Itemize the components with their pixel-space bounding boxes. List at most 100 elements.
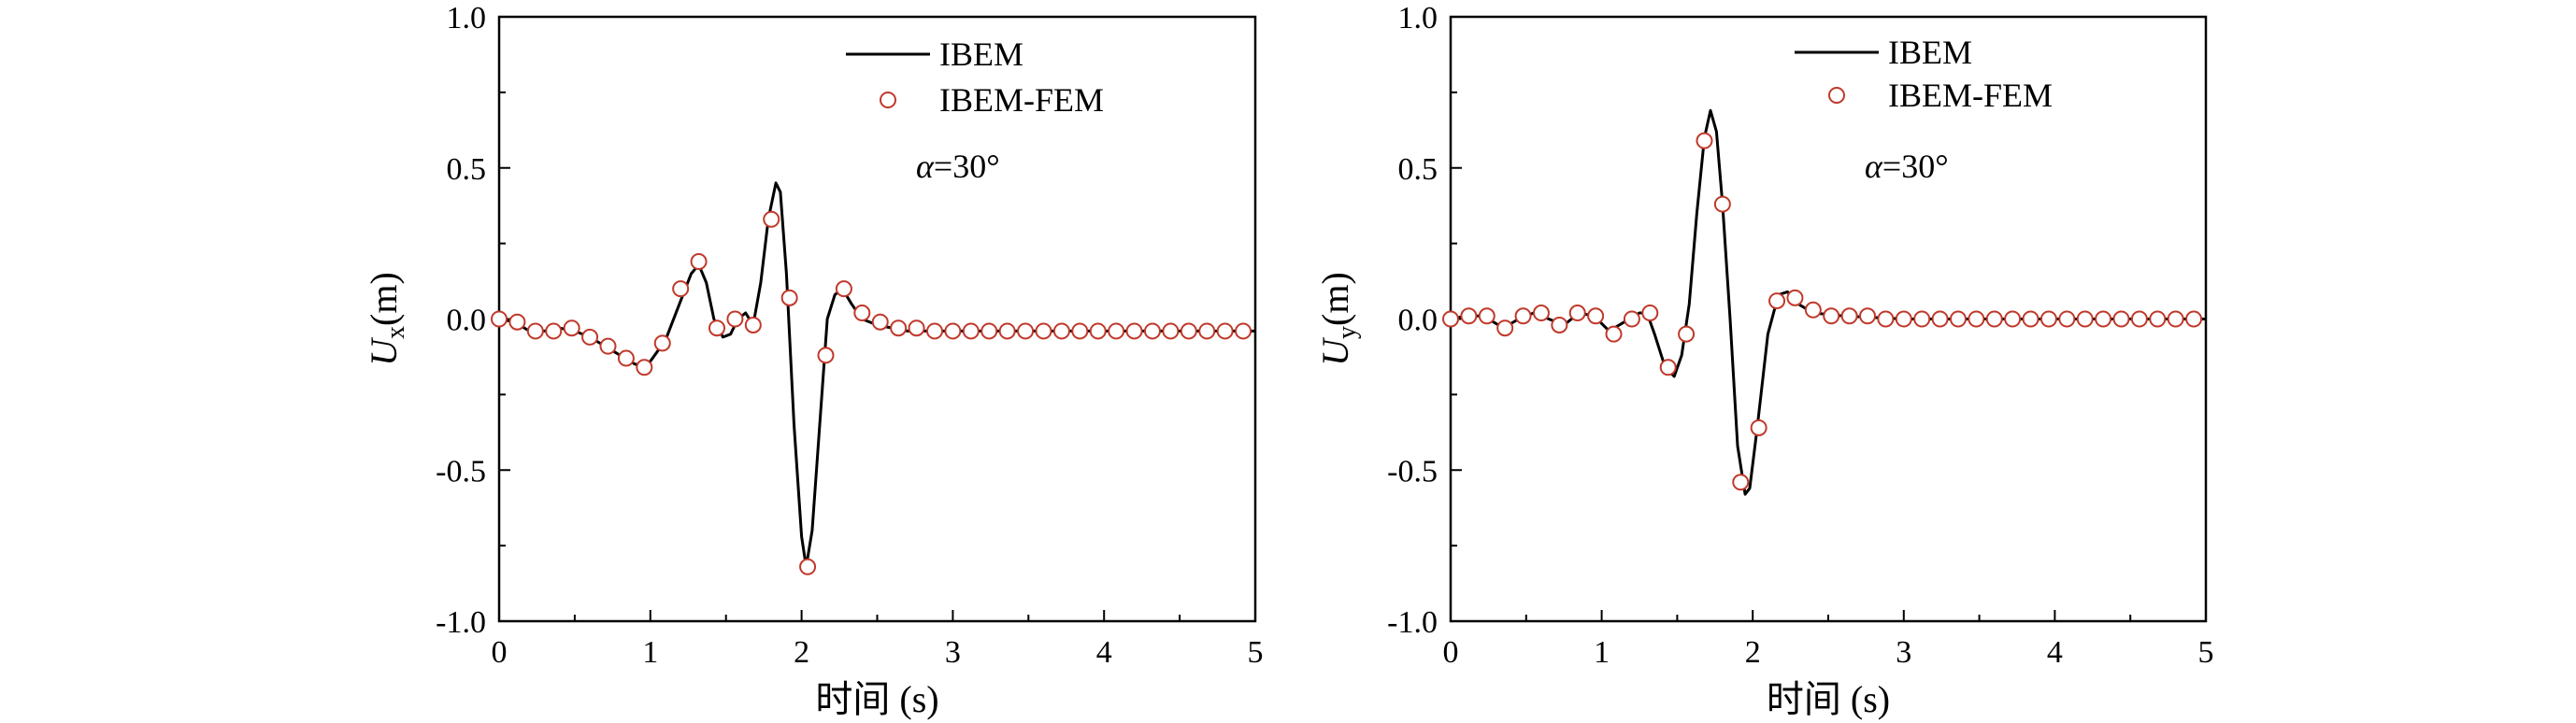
x-tick-label: 3 — [1896, 635, 1911, 670]
data-point-ibem-fem — [1696, 132, 1713, 149]
x-tick-label: 5 — [1248, 635, 1264, 670]
legend-label-ibem-fem: IBEM-FEM — [939, 81, 1104, 119]
data-point-ibem-fem — [1623, 310, 1640, 328]
data-point-ibem-fem — [1442, 310, 1459, 328]
series-line-ibem — [1451, 108, 2206, 496]
legend-label-ibem: IBEM — [1888, 34, 1972, 71]
legend-label-ibem-fem: IBEM-FEM — [1888, 77, 2053, 114]
y-axis-subscript: x — [381, 326, 410, 339]
x-tick-label: 4 — [1096, 635, 1112, 670]
data-point-ibem-fem — [1895, 310, 1912, 328]
data-point-ibem-fem — [1216, 322, 1234, 340]
data-point-ibem-fem — [890, 319, 908, 337]
data-point-ibem-fem — [1460, 307, 1478, 325]
data-point-ibem-fem — [1071, 322, 1089, 340]
data-point-ibem-fem — [962, 322, 980, 340]
y-tick-label: 0.5 — [1398, 152, 1438, 187]
data-point-ibem-fem — [1478, 307, 1496, 325]
chart-panel-uy: 0 1 2 3 4 51.00.50.0-0.5-1.0时间 (s)Uy(m)IBEMIB… — [1314, 1, 2214, 720]
data-point-ibem-fem — [980, 322, 998, 340]
x-tick-label: 5 — [2198, 635, 2214, 670]
data-point-ibem-fem — [653, 334, 671, 352]
x-tick-label: 3 — [945, 635, 961, 670]
y-tick-label: 0.5 — [447, 152, 487, 187]
data-point-ibem-fem — [599, 337, 617, 355]
x-tick-label: 0 — [1443, 635, 1459, 670]
data-point-ibem-fem — [1089, 322, 1107, 340]
y-axis-symbol: U — [363, 336, 405, 366]
angle-value: =30° — [1882, 148, 1949, 185]
data-point-ibem-fem — [2076, 310, 2094, 328]
data-point-ibem-fem — [2022, 310, 2039, 328]
y-tick-label: -1.0 — [436, 605, 486, 640]
data-point-ibem-fem — [744, 316, 762, 333]
angle-symbol: α — [916, 148, 935, 185]
data-point-ibem-fem — [1859, 307, 1877, 325]
x-tick-label: 1 — [642, 635, 658, 670]
data-point-ibem-fem — [1931, 310, 1949, 328]
data-point-ibem-fem — [817, 347, 835, 364]
y-tick-label: -0.5 — [1387, 454, 1438, 489]
y-axis-unit: (m) — [1314, 272, 1356, 326]
data-point-ibem-fem — [2095, 310, 2112, 328]
x-tick-label: 0 — [492, 635, 508, 670]
legend-label-ibem: IBEM — [939, 35, 1023, 73]
data-point-ibem-fem — [1659, 359, 1677, 376]
data-point-ibem-fem — [2185, 310, 2203, 328]
data-point-ibem-fem — [1052, 322, 1070, 340]
data-point-ibem-fem — [1641, 305, 1659, 322]
data-point-ibem-fem — [545, 322, 563, 340]
legend-marker-swatch — [1828, 87, 1845, 104]
angle-value: =30° — [934, 148, 1000, 185]
data-point-ibem-fem — [1913, 310, 1931, 328]
x-axis-label: 时间 (s) — [815, 678, 938, 720]
data-point-ibem-fem — [908, 319, 925, 337]
x-tick-label: 4 — [2047, 635, 2063, 670]
data-point-ibem-fem — [1605, 325, 1623, 343]
data-point-ibem-fem — [1823, 307, 1840, 325]
data-point-ibem-fem — [1532, 305, 1550, 322]
data-point-ibem-fem — [636, 359, 653, 376]
legend-marker-swatch — [880, 92, 896, 108]
data-point-ibem-fem — [508, 313, 526, 331]
data-point-ibem-fem — [1732, 474, 1750, 491]
y-tick-label: 1.0 — [447, 1, 487, 35]
data-point-ibem-fem — [780, 289, 798, 306]
y-tick-label: 0.0 — [1398, 304, 1438, 338]
data-point-ibem-fem — [2130, 310, 2148, 328]
data-point-ibem-fem — [925, 322, 943, 340]
y-axis-subscript: y — [1333, 326, 1362, 339]
data-point-ibem-fem — [1017, 322, 1035, 340]
y-tick-label: 0.0 — [447, 304, 487, 338]
data-point-ibem-fem — [1568, 305, 1586, 322]
data-point-ibem-fem — [1750, 418, 1767, 436]
data-point-ibem-fem — [871, 313, 889, 331]
angle-annotation: α=30° — [916, 148, 1000, 185]
data-point-ibem-fem — [1768, 292, 1786, 310]
data-point-ibem-fem — [1125, 322, 1143, 340]
data-point-ibem-fem — [581, 328, 599, 346]
data-point-ibem-fem — [2167, 310, 2184, 328]
data-point-ibem-fem — [2058, 310, 2076, 328]
x-tick-label: 1 — [1594, 635, 1610, 670]
data-point-ibem-fem — [672, 280, 690, 298]
data-point-ibem-fem — [1968, 310, 1985, 328]
y-axis-unit: (m) — [363, 272, 405, 326]
data-point-ibem-fem — [2004, 310, 2022, 328]
y-axis-label: Ux(m) — [363, 272, 410, 366]
data-point-ibem-fem — [799, 558, 817, 575]
x-tick-label: 2 — [794, 635, 809, 670]
data-point-ibem-fem — [998, 322, 1016, 340]
data-point-ibem-fem — [2149, 310, 2167, 328]
data-point-ibem-fem — [1162, 322, 1180, 340]
data-point-ibem-fem — [1551, 316, 1568, 333]
data-point-ibem-fem — [2112, 310, 2130, 328]
data-point-ibem-fem — [1180, 322, 1197, 340]
data-point-ibem-fem — [1804, 301, 1822, 319]
data-point-ibem-fem — [1985, 310, 2003, 328]
data-point-ibem-fem — [1786, 289, 1804, 306]
series-line-ibem — [499, 181, 1255, 569]
data-point-ibem-fem — [617, 349, 635, 367]
chart-panel-ux: 0 1 2 3 4 51.00.50.0-0.5-1.0时间 (s)Ux(m)IBEMIB… — [363, 1, 1264, 720]
